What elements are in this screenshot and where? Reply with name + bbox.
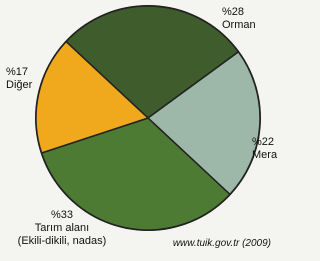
value-label: %28 — [222, 6, 256, 19]
source: www.tuik.gov.tr (2009) — [173, 238, 271, 249]
value-label: %33 — [0, 209, 124, 222]
category-label: Diğer — [6, 79, 32, 92]
category-label: Orman — [222, 19, 256, 32]
category-label: Tarım alanı (Ekili-dikili, nadas) — [0, 222, 124, 248]
category-label: Mera — [252, 149, 277, 162]
value-label: %17 — [6, 66, 32, 79]
value-label: %22 — [252, 136, 277, 149]
